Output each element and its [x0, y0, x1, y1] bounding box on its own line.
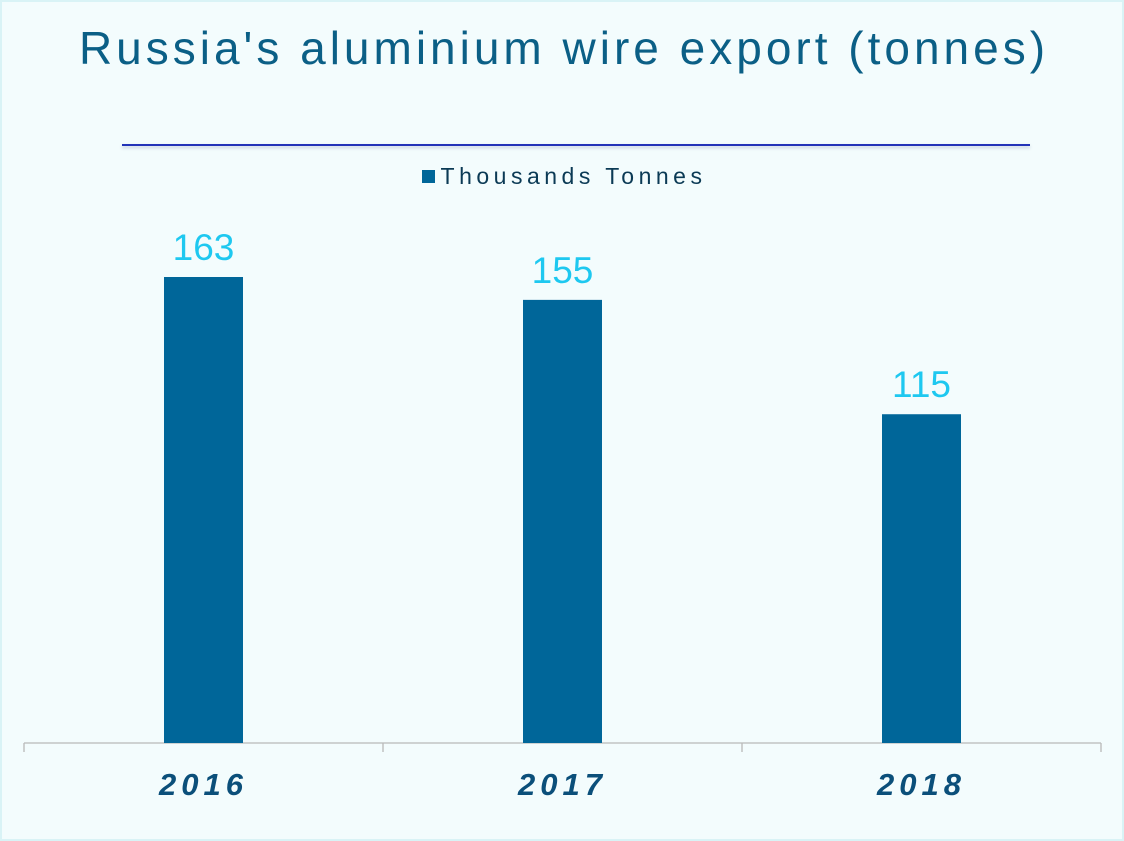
title-divider [122, 144, 1030, 146]
bar-2017 [523, 299, 602, 743]
x-tick-label-2016: 2016 [158, 767, 248, 802]
legend-label: Thousands Tonnes [440, 163, 707, 189]
data-label-2017: 155 [532, 250, 594, 291]
x-tick-label-2017: 2017 [517, 767, 607, 802]
bar-2018 [882, 414, 961, 743]
legend: Thousands Tonnes [2, 162, 1124, 190]
chart-title: Russia's aluminium wire export (tonnes) [78, 22, 1050, 74]
x-tick-label-2018: 2018 [876, 767, 966, 802]
data-label-2016: 163 [173, 227, 235, 268]
data-label-2018: 115 [892, 364, 951, 405]
bar-2016 [164, 277, 243, 743]
legend-swatch [421, 170, 435, 183]
